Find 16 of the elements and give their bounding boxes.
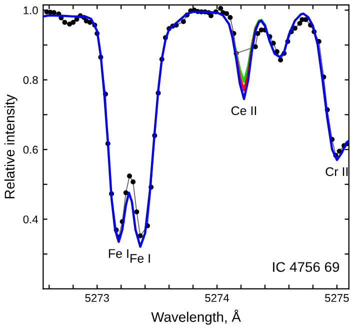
x-tick-label: 5274: [205, 294, 230, 302]
annotation: Fe I: [108, 249, 128, 258]
x-tick-label: 5275: [324, 294, 349, 302]
y-tick-label: 1.0: [24, 6, 38, 14]
annotation: Ce II: [231, 106, 256, 116]
y-tick-label: 0.8: [23, 76, 38, 84]
annotation: IC 4756 69: [273, 262, 340, 272]
y-axis-title: Relative intensity: [4, 94, 18, 198]
line-series: [230, 20, 266, 92]
annotation: Fe I: [130, 254, 150, 263]
y-tick-label: 0.6: [23, 146, 38, 154]
y-tick-label: 0.4: [23, 215, 38, 224]
line-series: [230, 18, 271, 83]
annotation: Cr II: [326, 167, 348, 176]
x-axis-title: Wavelength, Å: [151, 310, 241, 325]
x-tick-label: 5273: [85, 294, 109, 302]
